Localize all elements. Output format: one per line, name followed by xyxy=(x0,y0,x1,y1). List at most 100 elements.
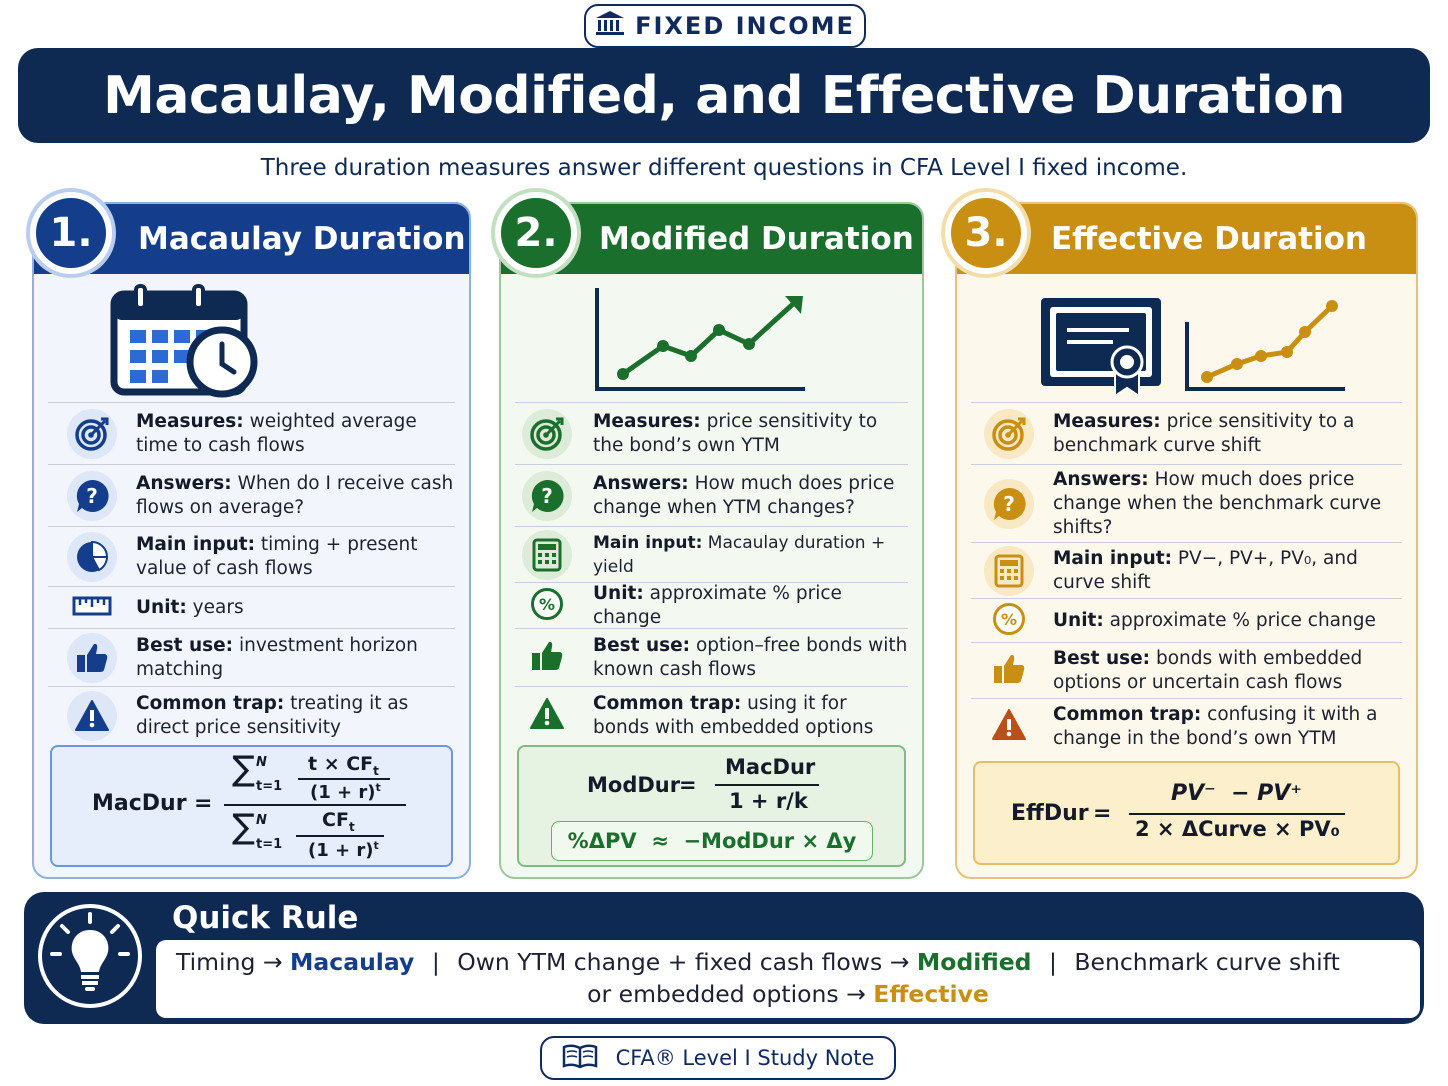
row-text: bonds with embedded options or uncertain… xyxy=(1053,647,1363,693)
list-item: Main input: Macaulay duration + yield xyxy=(515,526,908,582)
superscript: t xyxy=(373,839,379,852)
row-label: Answers: xyxy=(1053,468,1149,490)
formula-equals: = xyxy=(679,773,697,797)
footer-note: CFA® Level I Study Note xyxy=(540,1036,896,1080)
row-label: Answers: xyxy=(136,472,232,494)
topic-tag-label: FIXED INCOME xyxy=(635,12,855,40)
row-text: PV−, PV+, PV₀, and curve shift xyxy=(1053,547,1358,593)
list-item: Main input: PV−, PV+, PV₀, and curve shi… xyxy=(971,542,1402,598)
row-label: Measures: xyxy=(1053,410,1161,432)
numerator-top: t × CFt xyxy=(308,753,379,778)
text: (1 + r) xyxy=(310,782,376,803)
separator: | xyxy=(1049,948,1057,976)
card-title: Modified Duration xyxy=(599,221,914,257)
list-item: Measures: weighted average time to cash … xyxy=(48,402,455,464)
rule-text: Timing → xyxy=(176,948,283,976)
approximation-formula: %ΔPV ≈ −ModDur × Δy xyxy=(551,821,873,861)
row-label: Unit: xyxy=(593,582,644,604)
list-item: ? Answers: How much does price change wh… xyxy=(515,464,908,526)
list-item: % Unit: approximate % price change xyxy=(971,598,1402,642)
sum-lower: t=1 xyxy=(256,837,283,852)
sum-symbol: ∑ xyxy=(232,749,255,789)
target-icon xyxy=(522,408,572,459)
footer-label: CFA® Level I Study Note xyxy=(615,1046,875,1070)
row-label: Unit: xyxy=(136,596,187,618)
row-label: Measures: xyxy=(136,410,244,432)
macaulay-card: Macaulay Duration 1. Measures: weighted … xyxy=(30,192,471,879)
lightbulb-icon xyxy=(34,900,146,1012)
warning-icon xyxy=(67,690,117,741)
row-label: Measures: xyxy=(593,410,701,432)
calendar-clock-icon xyxy=(34,284,469,402)
page-title: Macaulay, Modified, and Effective Durati… xyxy=(18,48,1430,143)
row-text: price sensitivity to a benchmark curve s… xyxy=(1053,410,1355,456)
row-label: Common trap: xyxy=(1053,703,1202,725)
certificate-chart-icon xyxy=(957,284,1416,402)
row-text: How much does price change when the benc… xyxy=(1053,468,1382,538)
row-text: When do I receive cash flows on average? xyxy=(136,472,454,518)
formula-denominator: 2 × ΔCurve × PV₀ xyxy=(1135,817,1340,841)
row-text: price sensitivity to the bond’s own YTM xyxy=(593,410,878,456)
list-item: Common trap: confusing it with a change … xyxy=(971,698,1402,754)
formula-numerator: PV⁻ − PV⁺ xyxy=(1171,781,1302,806)
row-label: Best use: xyxy=(593,634,691,656)
list-item: Common trap: treating it as direct price… xyxy=(48,686,455,744)
row-label: Main input: xyxy=(1053,547,1173,569)
list-item: Best use: option–free bonds with known c… xyxy=(515,628,908,686)
denominator-top: CFt xyxy=(322,809,355,834)
list-item: Unit: years xyxy=(48,586,455,628)
effective-card: Effective Duration 3. Measures: price se… xyxy=(945,192,1418,879)
thumbs-up-icon xyxy=(529,638,565,678)
formula-lhs: EffDur xyxy=(1011,801,1089,826)
row-label: Answers: xyxy=(593,472,689,494)
list-item: Measures: price sensitivity to the bond’… xyxy=(515,402,908,464)
row-label: Best use: xyxy=(136,634,234,656)
list-item: ? Answers: How much does price change wh… xyxy=(971,464,1402,542)
rule-text: Benchmark curve shift xyxy=(1074,948,1340,976)
row-label: Unit: xyxy=(1053,609,1104,631)
row-text: How much does price change when YTM chan… xyxy=(593,472,895,518)
denominator-bottom: (1 + r)t xyxy=(308,839,379,861)
question-icon: ? xyxy=(522,470,572,521)
formula-numerator: MacDur xyxy=(725,755,816,779)
row-text: investment horizon matching xyxy=(136,634,418,680)
row-label: Common trap: xyxy=(136,692,285,714)
svg-text:?: ? xyxy=(1003,492,1015,516)
row-text: approximate % price change xyxy=(593,582,842,628)
card-number-badge: 1. xyxy=(30,192,112,274)
row-label: Common trap: xyxy=(593,692,742,714)
fraction-bar xyxy=(298,778,390,780)
row-text: treating it as direct price sensitivity xyxy=(136,692,409,738)
subscript: t xyxy=(348,819,355,834)
fraction-bar xyxy=(1129,813,1345,815)
pie-chart-icon xyxy=(67,531,117,582)
card-number-badge: 2. xyxy=(495,192,577,274)
percent-icon: % xyxy=(992,602,1026,640)
effective-rows: Measures: price sensitivity to a benchma… xyxy=(971,402,1402,754)
list-item: Measures: price sensitivity to a benchma… xyxy=(971,402,1402,464)
modified-card: Modified Duration 2. Measures: price sen… xyxy=(495,192,924,879)
list-item: Best use: investment horizon matching xyxy=(48,628,455,686)
quick-rule-title: Quick Rule xyxy=(172,900,359,936)
list-item: Common trap: using it for bonds with emb… xyxy=(515,686,908,744)
subscript: t xyxy=(373,763,379,778)
fraction-bar xyxy=(296,835,384,837)
main-fraction-bar xyxy=(224,804,406,806)
macaulay-highlight: Macaulay xyxy=(290,948,415,976)
list-item: ? Answers: When do I receive cash flows … xyxy=(48,464,455,526)
numerator-bottom: (1 + r)t xyxy=(310,781,381,803)
row-text: years xyxy=(192,596,244,618)
thumbs-up-icon xyxy=(67,632,117,683)
list-item: Main input: timing + present value of ca… xyxy=(48,526,455,586)
effective-card-header: Effective Duration xyxy=(957,204,1416,274)
page-subtitle: Three duration measures answer different… xyxy=(260,155,1188,181)
sum-lower: t=1 xyxy=(256,779,283,794)
book-icon xyxy=(562,1043,598,1074)
question-icon: ? xyxy=(67,470,117,521)
thumbs-up-icon xyxy=(991,651,1027,691)
list-item: % Unit: approximate % price change xyxy=(515,582,908,628)
row-text: confusing it with a change in the bond’s… xyxy=(1053,703,1378,749)
question-icon: ? xyxy=(984,478,1034,529)
bank-icon xyxy=(595,10,625,42)
sum-upper: N xyxy=(256,755,267,770)
